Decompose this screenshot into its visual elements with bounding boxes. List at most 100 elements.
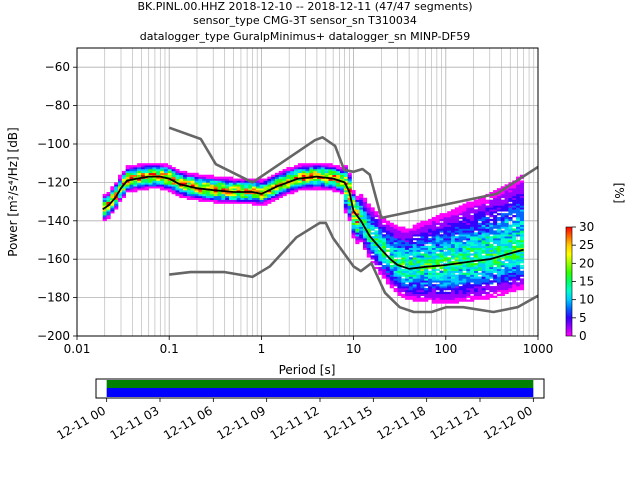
- heatmap-cell: [416, 274, 421, 277]
- heatmap-cell: [225, 201, 230, 204]
- heatmap-cell: [473, 270, 479, 273]
- heatmap-cell: [351, 230, 356, 233]
- heatmap-cell: [221, 182, 226, 185]
- heatmap-cell: [393, 238, 398, 241]
- heatmap-cell: [347, 197, 352, 200]
- heatmap-cell: [236, 193, 241, 197]
- heatmap-cell: [466, 257, 471, 260]
- heatmap-cell: [221, 201, 226, 204]
- heatmap-cell: [477, 288, 482, 291]
- heatmap-cell: [263, 192, 268, 195]
- heatmap-cell: [454, 224, 459, 227]
- heatmap-cell: [320, 184, 325, 187]
- heatmap-cell: [401, 241, 406, 245]
- heatmap-cell: [359, 211, 364, 214]
- heatmap-cell: [443, 240, 448, 243]
- heatmap-cell: [424, 282, 429, 285]
- heatmap-cell: [209, 174, 214, 177]
- heatmap-cell: [428, 251, 433, 254]
- heatmap-cell: [389, 257, 394, 260]
- heatmap-cell: [393, 253, 398, 256]
- heatmap-cell: [504, 249, 509, 252]
- heatmap-cell: [202, 180, 207, 183]
- heatmap-cell: [450, 276, 456, 279]
- heatmap-cell: [447, 220, 452, 224]
- heatmap-cell: [424, 224, 429, 227]
- heatmap-cell: [485, 247, 490, 250]
- heatmap-cell: [481, 245, 486, 248]
- heatmap-cell: [137, 168, 142, 172]
- heatmap-cell: [477, 255, 482, 258]
- heatmap-cell: [171, 188, 176, 191]
- heatmap-cell: [389, 236, 394, 239]
- heatmap-cell: [516, 197, 521, 200]
- heatmap-cell: [267, 201, 272, 204]
- heatmap-cell: [489, 203, 494, 206]
- heatmap-cell: [121, 176, 126, 179]
- heatmap-cell: [512, 209, 517, 212]
- heatmap-cell: [320, 167, 325, 170]
- heatmap-cell: [489, 288, 494, 291]
- heatmap-cell: [458, 274, 463, 277]
- heatmap-cell: [447, 216, 452, 220]
- heatmap-cell: [466, 266, 471, 270]
- heatmap-cell: [405, 291, 410, 295]
- heatmap-cell: [351, 218, 356, 222]
- heatmap-cell: [485, 257, 490, 260]
- heatmap-cell: [493, 199, 498, 202]
- heatmap-cell: [240, 201, 245, 204]
- heatmap-cell: [144, 184, 149, 187]
- heatmap-cell: [412, 261, 417, 264]
- heatmap-cell: [106, 207, 111, 210]
- heatmap-cell: [485, 286, 490, 289]
- chart-title: BK.PINL.00.HHZ 2018-12-10 -- 2018-12-11 …: [137, 0, 472, 13]
- heatmap-cell: [462, 268, 467, 272]
- heatmap-cell: [485, 241, 490, 245]
- heatmap-cell: [462, 253, 467, 256]
- heatmap-cell: [496, 199, 502, 202]
- heatmap-cell: [320, 168, 325, 172]
- heatmap-cell: [183, 195, 188, 199]
- heatmap-cell: [121, 174, 126, 177]
- heatmap-cell: [347, 207, 352, 210]
- heatmap-cell: [236, 182, 241, 185]
- heatmap-cell: [454, 255, 459, 258]
- heatmap-cell: [412, 224, 417, 227]
- heatmap-cell: [156, 165, 161, 168]
- heatmap-cell: [343, 188, 348, 191]
- heatmap-cell: [481, 247, 486, 250]
- heatmap-cell: [496, 228, 502, 231]
- heatmap-cell: [217, 199, 222, 202]
- heatmap-cell: [156, 186, 161, 189]
- heatmap-cell: [186, 188, 192, 191]
- heatmap-cell: [416, 253, 421, 256]
- heatmap-cell: [408, 263, 414, 266]
- heatmap-cell: [397, 249, 402, 252]
- heatmap-cell: [190, 174, 195, 177]
- heatmap-cell: [496, 286, 502, 289]
- heatmap-cell: [435, 286, 440, 289]
- heatmap-cell: [428, 253, 433, 256]
- heatmap-cell: [493, 259, 498, 262]
- heatmap-cell: [213, 199, 218, 202]
- heatmap-cell: [317, 174, 322, 177]
- heatmap-cell: [190, 182, 195, 185]
- heatmap-cell: [374, 240, 379, 243]
- heatmap-cell: [431, 230, 436, 233]
- heatmap-cell: [424, 241, 429, 245]
- heatmap-cell: [317, 186, 322, 189]
- heatmap-cell: [489, 263, 494, 266]
- heatmap-cell: [389, 278, 394, 281]
- heatmap-cell: [500, 274, 505, 277]
- heatmap-cell: [274, 193, 280, 197]
- heatmap-cell: [393, 261, 398, 264]
- heatmap-cell: [458, 228, 463, 231]
- heatmap-cell: [481, 220, 486, 224]
- heatmap-cell: [294, 186, 299, 189]
- heatmap-cell: [232, 193, 237, 197]
- heatmap-cell: [412, 230, 417, 233]
- heatmap-cell: [401, 289, 406, 293]
- heatmap-cell: [519, 222, 525, 225]
- heatmap-cell: [397, 280, 402, 283]
- heatmap-cell: [274, 176, 280, 179]
